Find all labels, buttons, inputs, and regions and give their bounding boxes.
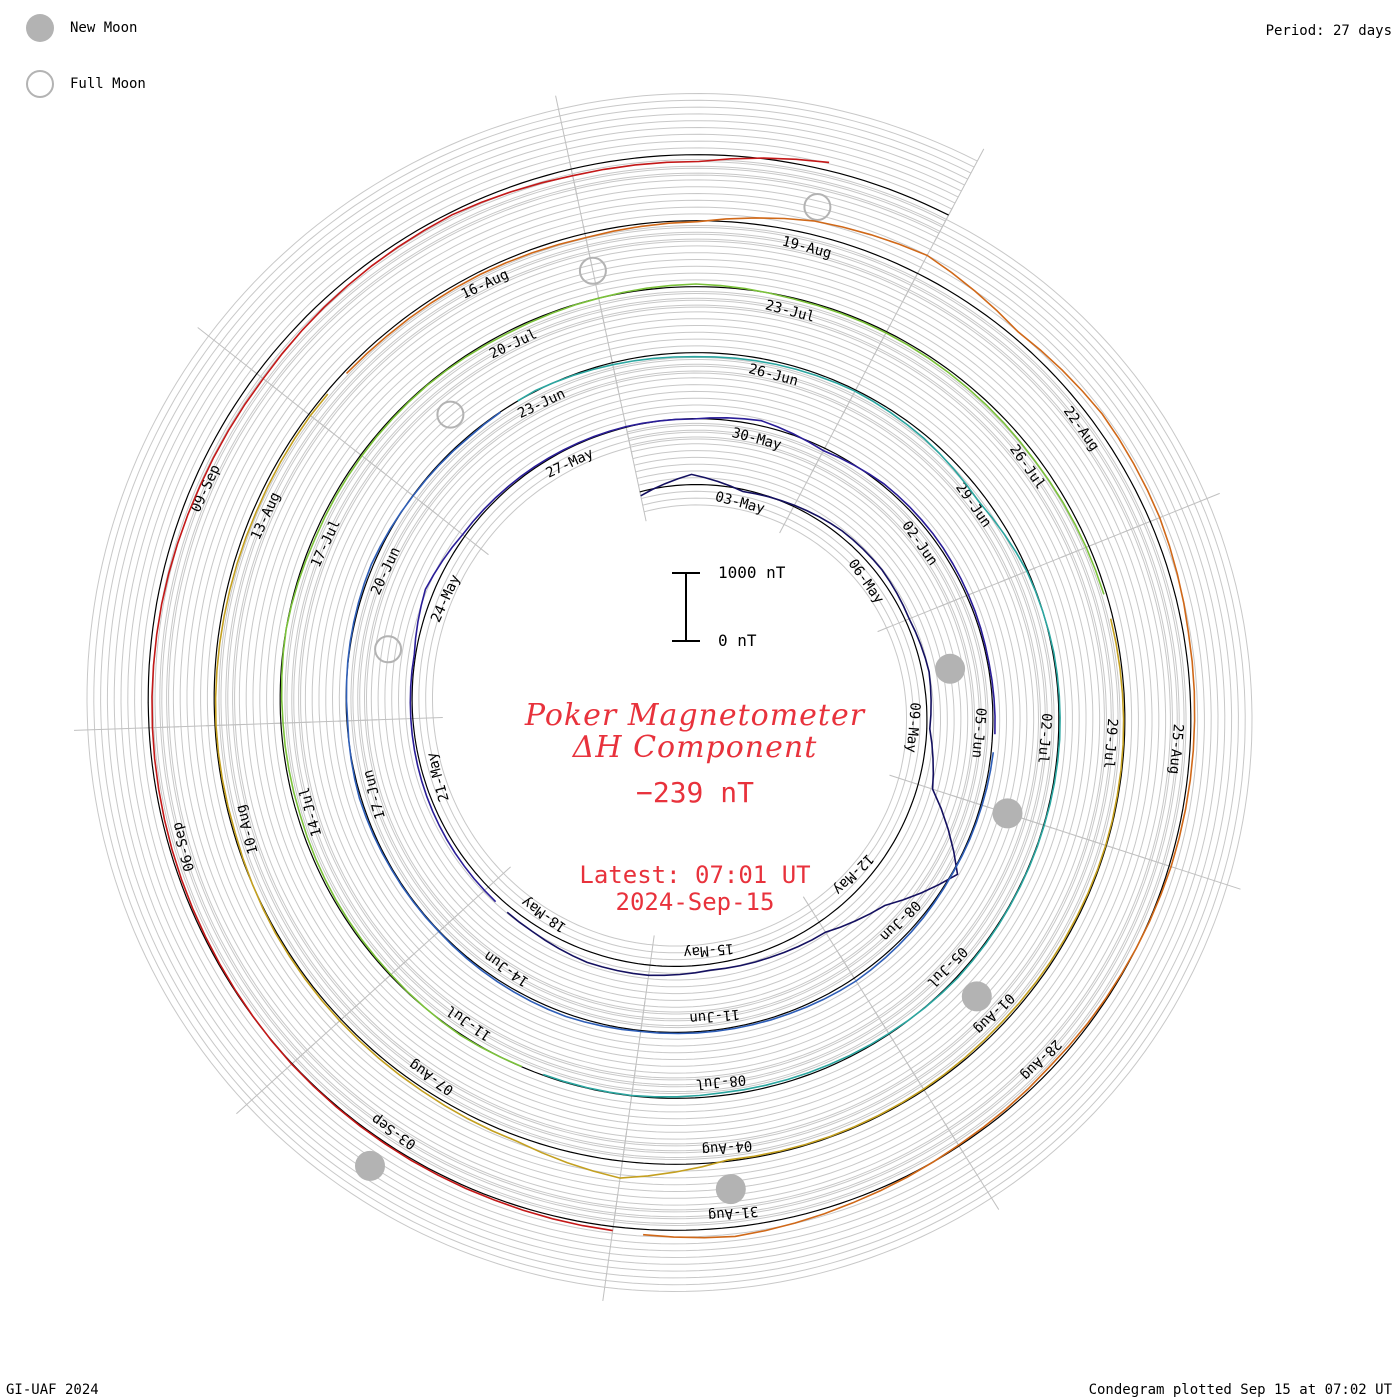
date-label: 22-Aug bbox=[1060, 404, 1102, 455]
grid-layer bbox=[86, 92, 1253, 1293]
full-moon-label: Full Moon bbox=[70, 76, 146, 92]
dh-trace-segment bbox=[517, 355, 1061, 1098]
latest-date: 2024-Sep-15 bbox=[615, 888, 775, 916]
dh-trace-segment bbox=[506, 473, 959, 977]
day-spoke bbox=[934, 148, 985, 242]
date-label: 03-Sep bbox=[369, 1110, 420, 1152]
scale-bottom-label: 0 nT bbox=[718, 631, 757, 650]
full-moon-marker bbox=[578, 256, 607, 285]
date-label: 26-Jul bbox=[1006, 442, 1048, 493]
title-component: ΔH Component bbox=[572, 730, 818, 765]
day-spoke bbox=[236, 1043, 315, 1115]
new-moon-marker bbox=[992, 798, 1023, 829]
period-label: Period: 27 days bbox=[1265, 23, 1392, 39]
full-moon-marker bbox=[374, 635, 403, 664]
new-moon-marker bbox=[715, 1174, 746, 1205]
date-label: 09-May bbox=[903, 702, 923, 754]
dh-trace-segment bbox=[151, 157, 830, 1232]
date-label: 27-May bbox=[544, 446, 597, 482]
grid-spiral bbox=[100, 106, 1239, 1279]
dh-trace-segment bbox=[345, 217, 1196, 1239]
moon-markers bbox=[355, 193, 1023, 1205]
dh-trace-segment bbox=[345, 411, 995, 1035]
day-spoke bbox=[942, 1120, 1000, 1210]
dh-trace-segment bbox=[214, 393, 1125, 1179]
date-label: 04-Aug bbox=[701, 1137, 753, 1158]
date-label: 29-Jul bbox=[1100, 718, 1120, 770]
credit-label: GI-UAF 2024 bbox=[6, 1382, 99, 1398]
date-label: 05-Jun bbox=[969, 707, 989, 759]
title-station: Poker Magnetometer bbox=[524, 698, 866, 733]
legend-full-moon: Full Moon bbox=[26, 70, 146, 98]
day-spoke bbox=[602, 1196, 618, 1301]
plotted-label: Condegram plotted Sep 15 at 07:02 UT bbox=[1088, 1382, 1392, 1398]
day-spoke bbox=[1140, 856, 1241, 890]
day-spoke bbox=[555, 95, 578, 199]
dh-trace-segment bbox=[409, 416, 996, 903]
date-label: 15-May bbox=[683, 940, 735, 961]
date-label: 08-Jul bbox=[695, 1071, 747, 1092]
chart-title: Poker Magnetometer ΔH Component bbox=[440, 700, 950, 764]
date-label: 11-Jul bbox=[444, 1002, 495, 1044]
dh-trace-segment bbox=[280, 283, 1105, 1068]
dh-trace bbox=[151, 157, 1196, 1239]
date-label: 31-Aug bbox=[707, 1203, 759, 1224]
full-moon-icon bbox=[26, 70, 54, 98]
date-label: 07-Aug bbox=[406, 1056, 457, 1098]
scale-top-label: 1000 nT bbox=[718, 563, 786, 582]
new-moon-marker bbox=[935, 653, 966, 684]
new-moon-label: New Moon bbox=[70, 20, 138, 36]
latest-time: Latest: 07:01 UT bbox=[579, 861, 811, 889]
new-moon-marker bbox=[355, 1150, 385, 1181]
date-label: 11-Jun bbox=[689, 1006, 741, 1027]
new-moon-icon bbox=[26, 14, 54, 42]
date-label: 24-May bbox=[428, 572, 464, 625]
legend-new-moon: New Moon bbox=[26, 14, 137, 42]
date-label: 25-Aug bbox=[1166, 723, 1186, 775]
full-moon-marker bbox=[436, 400, 465, 429]
full-moon-marker bbox=[803, 193, 832, 221]
grid-spiral bbox=[127, 133, 1212, 1252]
day-spoke bbox=[1122, 492, 1220, 534]
day-spoke bbox=[197, 327, 281, 393]
scale-bar bbox=[672, 572, 700, 642]
new-moon-marker bbox=[961, 981, 992, 1012]
date-label: 02-Jul bbox=[1034, 712, 1054, 764]
latest-block: Latest: 07:01 UT 2024-Sep-15 bbox=[440, 862, 950, 916]
current-value-text: −239 nT bbox=[635, 776, 754, 809]
day-spoke bbox=[73, 726, 180, 731]
date-label: 06-May bbox=[845, 556, 887, 607]
current-value: −239 nT bbox=[440, 776, 950, 809]
date-label: 14-Jun bbox=[481, 948, 532, 990]
